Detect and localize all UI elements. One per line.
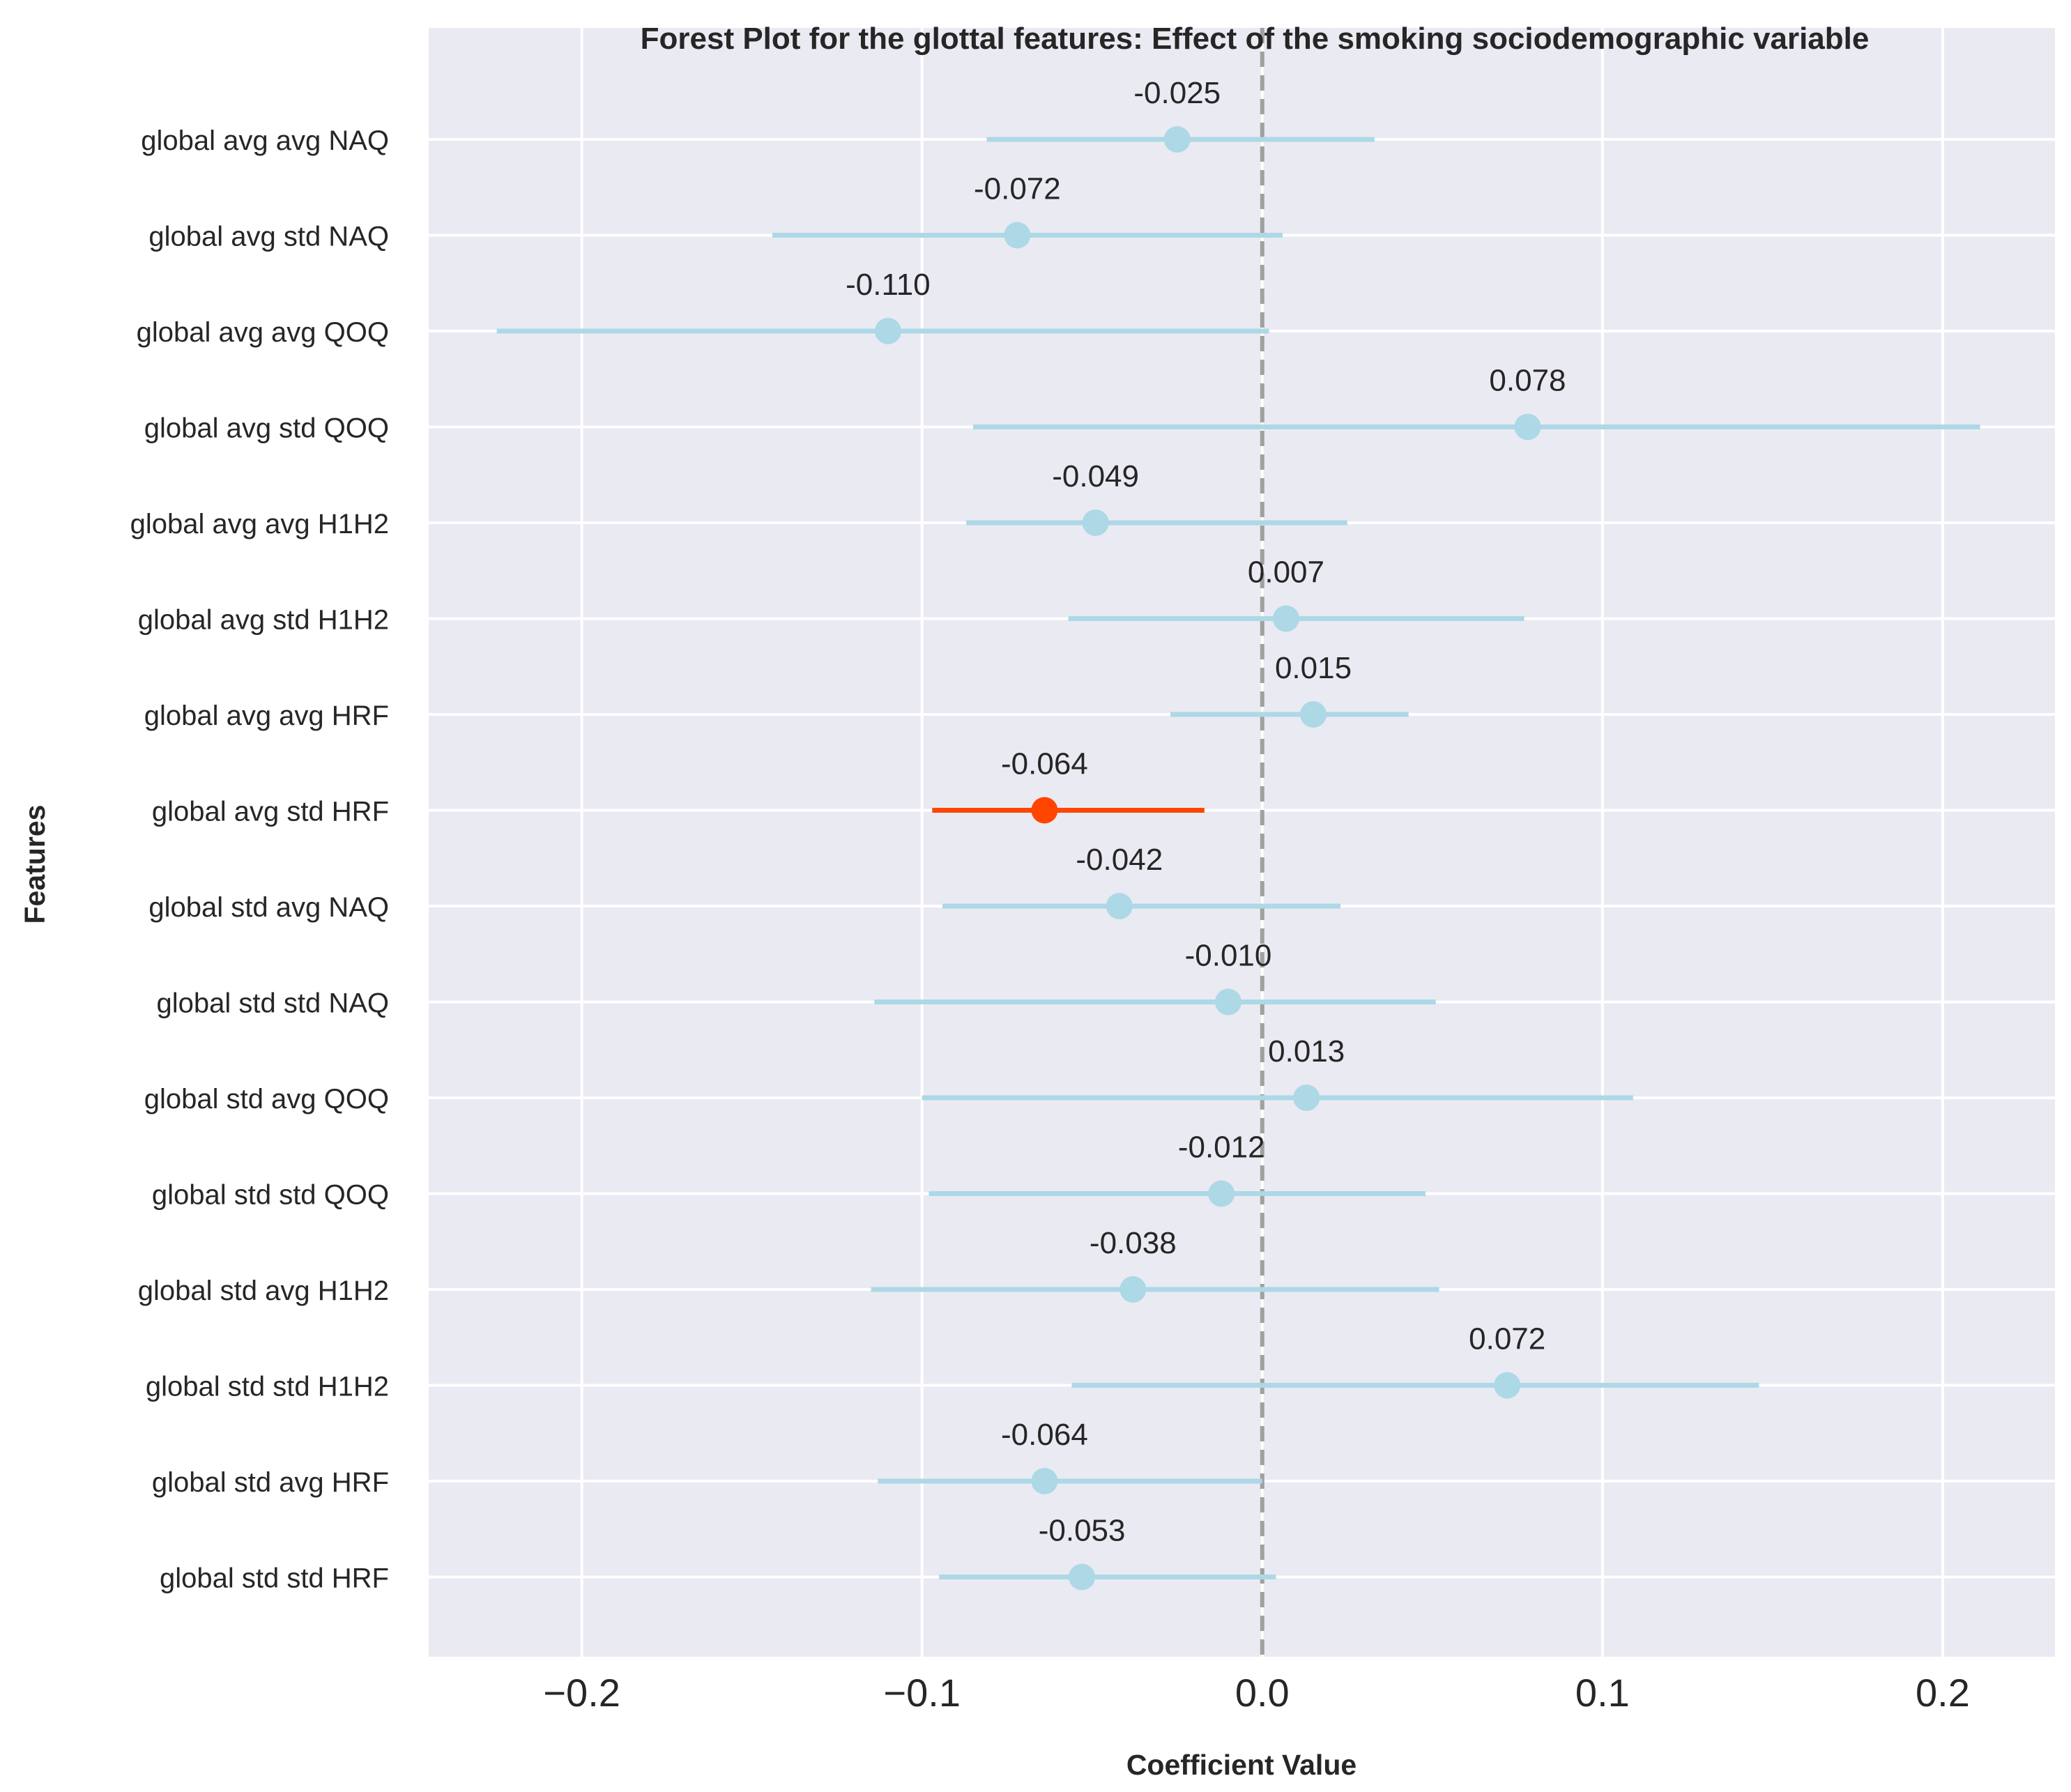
y-tick-labels: global avg avg NAQ global avg std NAQ glob…: [130, 125, 389, 1594]
y-tick-label: global std avg HRF: [152, 1467, 389, 1498]
chart-title: Forest Plot for the glottal features: Ef…: [641, 22, 1870, 56]
y-tick-label: global avg avg QOQ: [137, 317, 389, 348]
coefficient-point: [1082, 510, 1109, 536]
x-tick-label: 0.0: [1235, 1671, 1290, 1715]
value-label: 0.015: [1275, 651, 1352, 685]
coefficient-point: [1031, 797, 1058, 824]
x-tick-label: −0.2: [543, 1671, 620, 1715]
x-tick-label: −0.1: [883, 1671, 961, 1715]
value-label: 0.072: [1469, 1322, 1545, 1356]
y-tick-label: global avg std HRF: [152, 797, 389, 827]
coefficient-point: [1494, 1372, 1521, 1399]
coefficient-point: [1272, 605, 1299, 632]
value-label: -0.064: [1001, 1418, 1088, 1452]
y-axis-label: Features: [19, 805, 51, 924]
y-tick-label: global avg std QOQ: [144, 413, 389, 444]
coefficient-point: [1208, 1180, 1235, 1207]
value-label: -0.010: [1185, 939, 1272, 973]
y-tick-label: global std std HRF: [160, 1563, 389, 1594]
x-tick-label: 0.2: [1916, 1671, 1970, 1715]
value-label: -0.025: [1133, 76, 1221, 110]
plot-area: [429, 28, 2055, 1657]
x-axis-label: Coefficient Value: [1126, 1749, 1357, 1781]
y-tick-label: global avg std NAQ: [148, 222, 389, 252]
coefficient-point: [1299, 701, 1327, 728]
value-label: 0.013: [1268, 1034, 1345, 1069]
value-label: -0.042: [1076, 843, 1163, 877]
coefficient-point: [874, 318, 901, 344]
y-tick-label: global std avg H1H2: [138, 1276, 389, 1306]
y-tick-label: global std avg QOQ: [144, 1084, 389, 1115]
y-tick-label: global std std NAQ: [157, 988, 390, 1019]
value-label: -0.012: [1178, 1131, 1265, 1165]
value-label: 0.007: [1248, 556, 1324, 590]
y-tick-label: global std std QOQ: [152, 1180, 389, 1211]
value-label: -0.072: [974, 172, 1061, 206]
x-tick-labels: −0.2 −0.1 0.0 0.1 0.2: [543, 1671, 1970, 1715]
x-tick-label: 0.1: [1575, 1671, 1630, 1715]
value-label: -0.053: [1039, 1514, 1126, 1548]
y-tick-label: global std avg NAQ: [148, 892, 389, 923]
y-tick-label: global avg avg NAQ: [141, 125, 389, 156]
y-tick-label: global avg avg HRF: [144, 700, 389, 731]
y-tick-label: global avg avg H1H2: [130, 509, 389, 539]
value-label: 0.078: [1489, 364, 1566, 398]
coefficient-point: [1214, 988, 1241, 1016]
coefficient-point: [1004, 222, 1031, 249]
y-tick-label: global avg std H1H2: [138, 605, 389, 636]
value-label: -0.049: [1052, 459, 1139, 493]
coefficient-point: [1293, 1085, 1320, 1111]
coefficient-point: [1069, 1563, 1096, 1591]
value-label: -0.110: [846, 268, 931, 302]
coefficient-point: [1514, 413, 1541, 441]
coefficient-point: [1163, 126, 1191, 153]
coefficient-point: [1119, 1276, 1147, 1303]
y-tick-label: global std std H1H2: [146, 1372, 389, 1402]
coefficient-point: [1106, 893, 1133, 919]
data-marks: -0.025 -0.072 -0.110 0.078 -0.049 0.007 0.015 -…: [496, 76, 1980, 1591]
value-label: -0.064: [1001, 747, 1088, 781]
value-label: -0.038: [1090, 1226, 1177, 1260]
coefficient-point: [1031, 1468, 1058, 1494]
